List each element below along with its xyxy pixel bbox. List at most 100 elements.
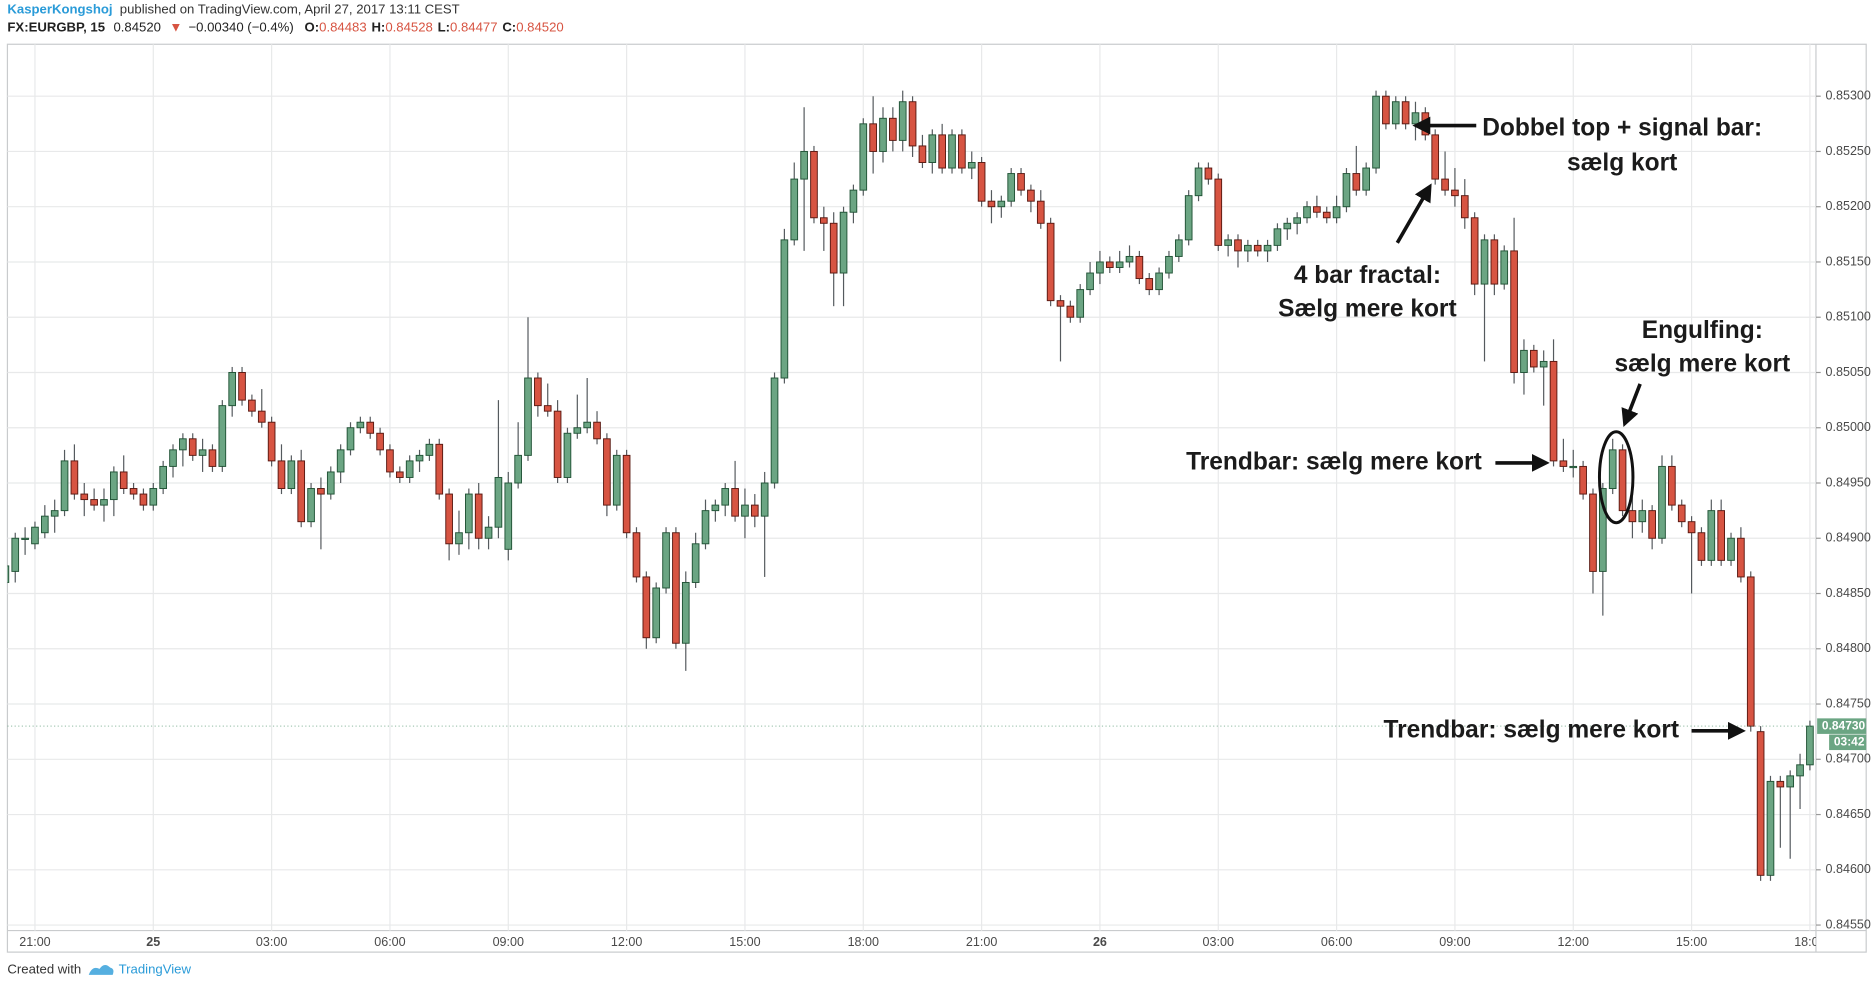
candle-body (1451, 189, 1459, 197)
author[interactable]: KasperKongshoj (7, 2, 112, 17)
candle-body (652, 587, 661, 639)
candle-body (1046, 222, 1055, 302)
candle-body (188, 438, 197, 456)
candle-body (1500, 250, 1509, 285)
annotation-text: sælg kort (1567, 149, 1677, 176)
candle-body (1234, 239, 1242, 252)
annotation-text: Trendbar: sælg mere kort (1383, 716, 1679, 743)
candle-body (524, 377, 532, 456)
candle-body (977, 162, 986, 202)
candle-body (1618, 449, 1627, 512)
candle-body (534, 377, 542, 407)
footer-brand[interactable]: TradingView (119, 962, 192, 977)
candle-body (543, 405, 552, 412)
candle-body (228, 372, 237, 407)
change: −0.00340 (−0.4%) (189, 20, 294, 35)
candle-body (248, 399, 256, 412)
candle-body (60, 460, 69, 512)
candle-body (780, 239, 789, 379)
candle-body (967, 162, 976, 169)
candle-body (198, 449, 207, 456)
annotation-arrow (1621, 383, 1642, 428)
candle-body (50, 510, 59, 517)
candle-body (1677, 504, 1686, 523)
x-tick-label: 12:00 (611, 935, 642, 949)
candle-body (741, 504, 749, 517)
candle-body (1717, 510, 1725, 561)
annotation-arrow (1395, 183, 1432, 244)
candle-body (70, 460, 79, 495)
candle-body (277, 460, 286, 490)
brand-logo[interactable] (88, 964, 114, 975)
candle-body (1520, 349, 1528, 373)
candle-body (731, 488, 739, 517)
x-tick-label: 15:00 (1676, 935, 1707, 949)
candle-body (583, 421, 591, 429)
candle-body (691, 543, 700, 583)
candle-body (455, 532, 463, 545)
candle-body (346, 427, 355, 451)
ohlc-label: O: (305, 20, 320, 35)
candle-body (1105, 261, 1114, 268)
candle-body (1066, 305, 1075, 318)
candle-body (1293, 217, 1301, 224)
candle-body (810, 150, 818, 219)
candle-body (1431, 134, 1440, 180)
y-tick-label: 0.84750 (1826, 696, 1871, 710)
candle-body (1382, 95, 1390, 125)
candle-body (395, 471, 404, 478)
candle-body (1766, 780, 1775, 876)
candle-body (632, 532, 641, 578)
candle-body (1638, 510, 1647, 523)
candle-body (1214, 178, 1223, 246)
candle-body (366, 421, 375, 434)
candle-body (553, 410, 562, 478)
y-tick-label: 0.84850 (1826, 586, 1871, 600)
candle-body (987, 200, 996, 208)
candle-body (1313, 206, 1321, 213)
candle-body (997, 200, 1006, 208)
x-tick-label: 21:00 (19, 935, 50, 949)
candle-body (1155, 272, 1163, 291)
candle-body (1283, 222, 1292, 230)
last: 0.84520 (113, 20, 161, 35)
candle-body (1322, 211, 1331, 219)
x-tick-label: 09:00 (1439, 935, 1470, 949)
ohlc-value: 0.84528 (385, 20, 433, 35)
y-tick-label: 0.85200 (1826, 199, 1871, 213)
candle-body (1786, 775, 1795, 788)
candle-body (1352, 173, 1361, 191)
candle-body (721, 488, 730, 506)
candle-body (760, 482, 769, 517)
countdown-label: 03:42 (1834, 734, 1865, 748)
candle-body (1746, 576, 1755, 727)
candle-body (494, 476, 503, 528)
candle-body (514, 454, 522, 484)
candle-body (1303, 206, 1311, 219)
candle-body (1184, 195, 1193, 241)
candle-body (662, 532, 670, 589)
candle-body (1510, 250, 1518, 373)
x-tick-label: 03:00 (256, 935, 287, 949)
candle-body (908, 101, 917, 147)
y-tick-label: 0.84550 (1826, 917, 1871, 931)
candle-body (829, 222, 838, 274)
candle-body (1224, 239, 1232, 246)
candle-body (1727, 537, 1735, 561)
annotation-text: Dobbel top + signal bar: (1482, 115, 1762, 142)
candle-body (1204, 167, 1213, 180)
candle-body (918, 145, 927, 163)
candle-body (90, 499, 98, 506)
candle-body (711, 504, 720, 512)
y-tick-label: 0.84950 (1826, 475, 1871, 489)
candle-body (110, 471, 118, 501)
ohlc-value: 0.84483 (319, 20, 367, 35)
y-tick-label: 0.85000 (1826, 420, 1871, 434)
candles (7, 90, 1814, 881)
candle-body (1806, 725, 1814, 766)
candle-body (386, 449, 394, 473)
axes: 0.84550 0.84600 0.84650 0.84700 0.84750 0.848… (7, 89, 1871, 949)
candle-body (1342, 173, 1351, 208)
candle-body (859, 123, 868, 191)
candle-body (1589, 493, 1597, 572)
